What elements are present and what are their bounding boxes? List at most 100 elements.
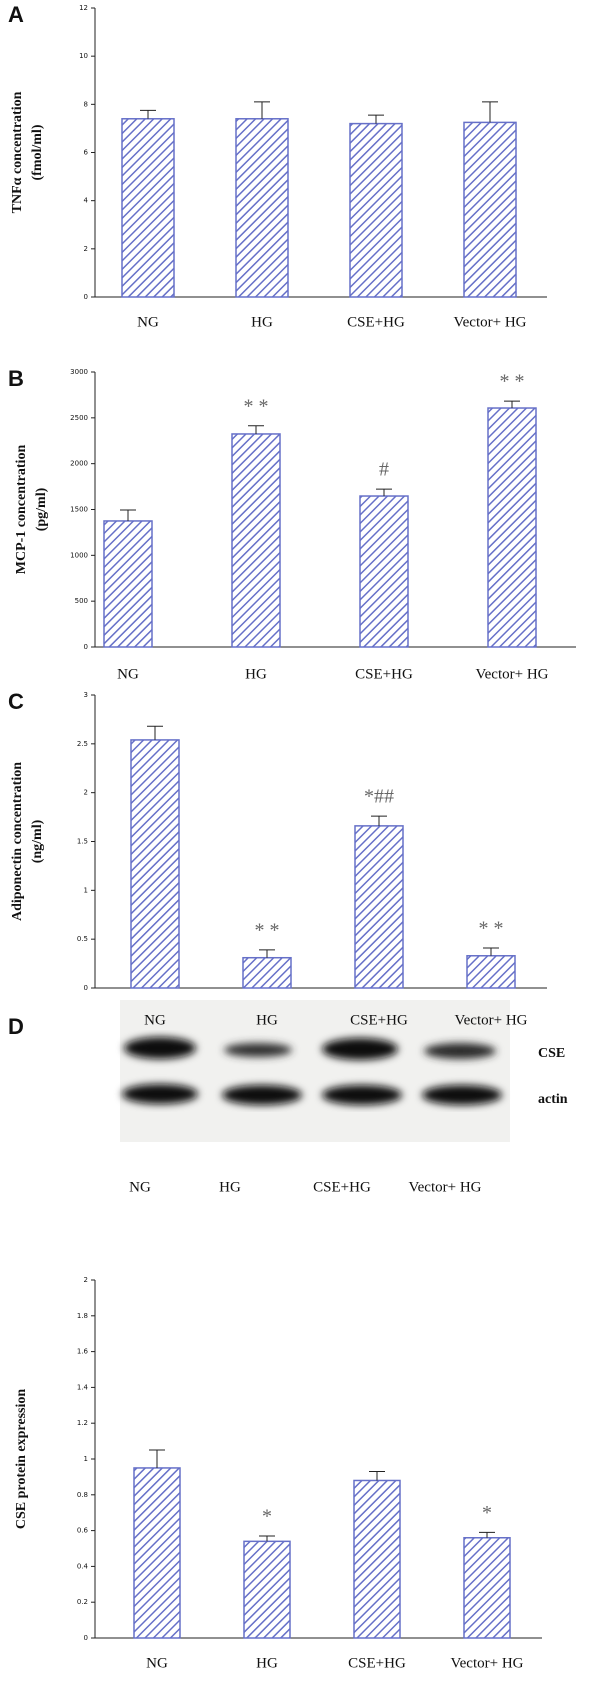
blot-label: CSE xyxy=(538,1046,565,1061)
y-tick-label: 3000 xyxy=(70,368,88,376)
blot-lane-label: NG xyxy=(129,1179,151,1195)
bar xyxy=(487,407,537,648)
y-axis-label: (ng/ml) xyxy=(30,819,45,863)
y-tick-label: 1.5 xyxy=(77,838,88,846)
panel-label: A xyxy=(8,2,24,27)
panel-label: B xyxy=(8,366,24,391)
bar xyxy=(463,1537,511,1639)
error-bar xyxy=(149,1449,165,1468)
y-tick-label: 0 xyxy=(84,1634,88,1642)
annotation: # xyxy=(379,459,389,481)
y-axis-label: Adiponectin concentration xyxy=(10,762,25,921)
x-tick-label: CSE+HG xyxy=(347,314,405,330)
y-tick-label: 1 xyxy=(84,886,88,894)
error-bar xyxy=(376,488,392,497)
annotation: * * xyxy=(244,395,269,417)
y-tick-label: 0.2 xyxy=(77,1598,88,1606)
y-tick-label: 0.8 xyxy=(77,1491,88,1499)
y-tick-label: 1.6 xyxy=(77,1348,89,1356)
bar xyxy=(349,122,403,298)
y-tick-label: 1.2 xyxy=(77,1419,88,1427)
error-bar xyxy=(483,947,499,956)
y-axis-label: MCP-1 concentration xyxy=(14,445,29,575)
y-tick-label: 12 xyxy=(79,4,88,12)
error-bar xyxy=(254,101,270,119)
error-bar xyxy=(368,114,384,124)
error-bar xyxy=(248,425,264,434)
error-bar xyxy=(504,400,520,409)
bar xyxy=(353,1479,401,1639)
y-tick-label: 2500 xyxy=(70,414,88,422)
x-tick-label: NG xyxy=(146,1655,168,1671)
error-bar xyxy=(479,1531,495,1538)
x-tick-label: HG xyxy=(251,314,273,330)
blot-lane-label: CSE+HG xyxy=(313,1179,371,1195)
bar xyxy=(463,121,517,298)
y-tick-label: 500 xyxy=(75,597,88,605)
y-tick-label: 3 xyxy=(84,691,88,699)
x-tick-label: NG xyxy=(137,314,159,330)
y-axis-label: (pg/ml) xyxy=(34,487,49,531)
error-bar xyxy=(120,509,136,521)
x-tick-label: HG xyxy=(245,666,267,682)
y-tick-label: 1000 xyxy=(70,551,88,559)
bar xyxy=(231,433,281,648)
y-axis-label: CSE protein expression xyxy=(14,1389,29,1529)
x-tick-label: HG xyxy=(256,1012,278,1028)
y-tick-label: 0 xyxy=(84,643,88,651)
y-tick-label: 2 xyxy=(84,789,88,797)
x-tick-label: Vector+ HG xyxy=(450,1655,523,1671)
x-tick-label: HG xyxy=(256,1655,278,1671)
bar xyxy=(121,118,175,298)
y-tick-label: 0 xyxy=(84,984,88,992)
bar xyxy=(103,520,153,648)
y-tick-label: 2000 xyxy=(70,460,88,468)
y-tick-label: 2 xyxy=(84,245,88,253)
x-tick-label: Vector+ HG xyxy=(453,314,526,330)
annotation: * * xyxy=(500,371,525,393)
x-tick-label: CSE+HG xyxy=(355,666,413,682)
error-bar xyxy=(147,725,163,740)
panel-label: C xyxy=(8,689,24,714)
bar xyxy=(235,118,289,298)
y-tick-label: 0.4 xyxy=(77,1562,89,1570)
y-tick-label: 0.5 xyxy=(77,935,88,943)
y-tick-label: 1 xyxy=(84,1455,88,1463)
y-tick-label: 0 xyxy=(84,293,88,301)
y-tick-label: 8 xyxy=(84,100,88,108)
y-tick-label: 0.6 xyxy=(77,1527,89,1535)
error-bar xyxy=(482,101,498,123)
y-tick-label: 1.8 xyxy=(77,1312,88,1320)
y-tick-label: 1.4 xyxy=(77,1383,89,1391)
x-tick-label: CSE+HG xyxy=(348,1655,406,1671)
panel-label: D xyxy=(8,1014,24,1039)
bar xyxy=(243,1540,291,1639)
blot-lane-label: HG xyxy=(219,1179,241,1195)
blot-lane-label: Vector+ HG xyxy=(408,1179,481,1195)
y-tick-label: 10 xyxy=(79,52,88,60)
annotation: * xyxy=(482,1502,492,1524)
x-tick-label: Vector+ HG xyxy=(454,1012,527,1028)
error-bar xyxy=(369,1471,385,1481)
bar xyxy=(130,739,180,989)
x-tick-label: NG xyxy=(117,666,139,682)
error-bar xyxy=(140,109,156,119)
bar xyxy=(359,495,409,648)
y-tick-label: 2.5 xyxy=(77,740,88,748)
y-tick-label: 2 xyxy=(84,1276,88,1284)
annotation: * * xyxy=(479,918,504,940)
bar xyxy=(354,825,404,989)
y-tick-label: 1500 xyxy=(70,506,88,514)
x-tick-label: NG xyxy=(144,1012,166,1028)
error-bar xyxy=(259,1535,275,1542)
bar xyxy=(242,956,292,989)
y-tick-label: 6 xyxy=(84,149,89,157)
error-bar xyxy=(371,815,387,826)
error-bar xyxy=(259,949,275,958)
y-tick-label: 4 xyxy=(84,197,89,205)
x-tick-label: CSE+HG xyxy=(350,1012,408,1028)
bar xyxy=(133,1467,181,1639)
y-axis-label: (fmol/ml) xyxy=(30,124,45,180)
annotation: *## xyxy=(364,786,394,808)
